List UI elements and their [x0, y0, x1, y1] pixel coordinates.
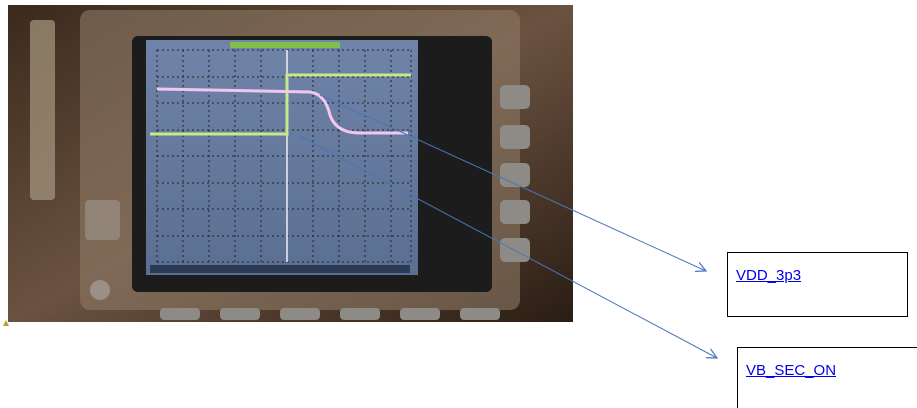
callout-box: VB_SEC_ON: [737, 347, 917, 408]
callout-link[interactable]: VB_SEC_ON: [746, 362, 836, 379]
oscilloscope-photo: [8, 5, 573, 322]
page: VDD_3p3 VB_SEC_ON (() => { const data = …: [0, 0, 917, 408]
callout-link[interactable]: VDD_3p3: [736, 267, 801, 284]
callout-box: VDD_3p3: [727, 252, 908, 317]
